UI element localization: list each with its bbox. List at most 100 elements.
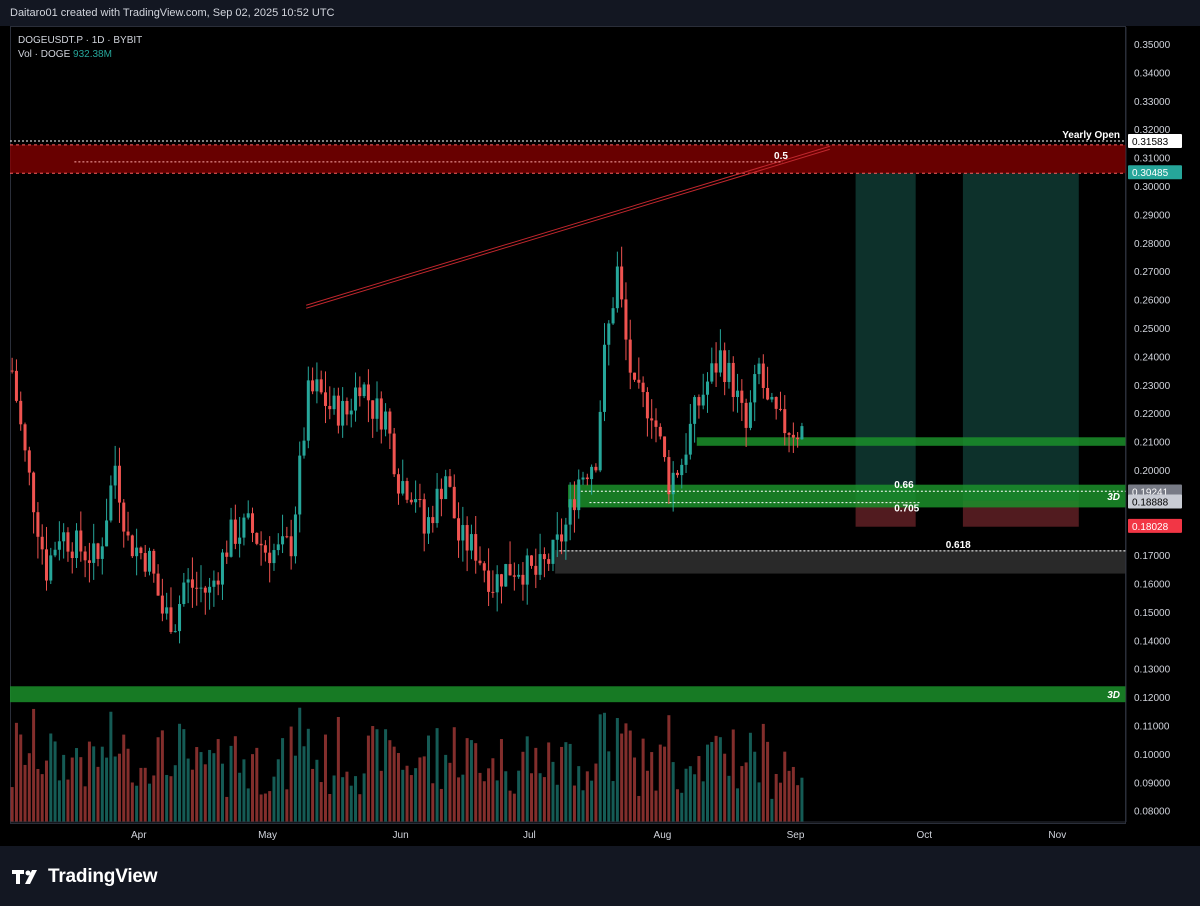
volume-bar bbox=[748, 732, 752, 822]
volume-bar bbox=[53, 741, 57, 822]
price-axis-tick: 0.23000 bbox=[1134, 381, 1171, 392]
volume-legend: Vol · DOGE 932.38M bbox=[18, 48, 142, 62]
volume-bar bbox=[663, 746, 667, 822]
price-axis-tick: 0.11000 bbox=[1134, 721, 1170, 732]
volume-bar bbox=[444, 754, 448, 822]
candle-body bbox=[705, 381, 710, 395]
volume-bar bbox=[152, 775, 156, 822]
candle-body bbox=[225, 552, 229, 557]
volume-bar bbox=[212, 753, 216, 822]
volume-value: 932.38M bbox=[73, 49, 112, 60]
candle-body bbox=[723, 350, 727, 383]
candle-body bbox=[182, 582, 186, 605]
volume-bar bbox=[345, 771, 349, 822]
time-axis-tick: Nov bbox=[1048, 830, 1066, 841]
price-axis-tick: 0.34000 bbox=[1134, 68, 1171, 79]
candle-body bbox=[379, 398, 383, 430]
candle-body bbox=[27, 450, 31, 473]
candle-body bbox=[521, 574, 525, 585]
candle-body bbox=[259, 543, 263, 546]
candle-body bbox=[611, 308, 615, 324]
volume-bar bbox=[216, 739, 220, 822]
candle-body bbox=[332, 395, 336, 410]
volume-bar bbox=[40, 774, 44, 822]
volume-bar bbox=[23, 764, 27, 822]
volume-bar bbox=[555, 784, 559, 822]
candle-body bbox=[83, 551, 87, 561]
candle-body bbox=[251, 513, 255, 533]
level-label: 0.66 bbox=[894, 480, 914, 491]
candle-body bbox=[384, 411, 388, 430]
candle-body bbox=[246, 513, 250, 518]
candle-body bbox=[508, 564, 512, 576]
trendline bbox=[306, 145, 830, 306]
candle-body bbox=[487, 570, 491, 592]
candle-body bbox=[336, 395, 340, 426]
candle-body bbox=[422, 499, 426, 534]
candle-body bbox=[598, 411, 602, 471]
volume-bar bbox=[688, 766, 692, 822]
volume-bar bbox=[10, 787, 14, 822]
volume-bar bbox=[512, 793, 516, 822]
volume-bar bbox=[736, 788, 740, 822]
zone-tag-label: 3D bbox=[1107, 690, 1120, 701]
volume-bar bbox=[27, 753, 31, 822]
volume-bar bbox=[504, 771, 508, 822]
volume-bar bbox=[384, 729, 388, 822]
candle-body bbox=[538, 554, 542, 575]
candle-body bbox=[323, 392, 327, 406]
tradingview-logo[interactable]: TradingView bbox=[12, 866, 158, 888]
volume-bar bbox=[349, 785, 353, 822]
volume-bar bbox=[508, 790, 512, 822]
candle-body bbox=[354, 387, 358, 411]
volume-bar bbox=[761, 723, 765, 822]
candle-body bbox=[418, 499, 422, 501]
candle-body bbox=[401, 481, 405, 494]
volume-bar bbox=[697, 756, 701, 822]
candle-body bbox=[594, 466, 598, 471]
volume-bar bbox=[100, 746, 104, 822]
price-axis-tick: 0.14000 bbox=[1134, 636, 1171, 647]
candle-body bbox=[770, 396, 774, 400]
candle-body bbox=[530, 555, 534, 566]
volume-bar bbox=[418, 757, 422, 822]
volume-bar bbox=[117, 753, 121, 822]
candle-body bbox=[534, 565, 538, 575]
candle-body bbox=[36, 512, 40, 537]
candle-body bbox=[276, 544, 280, 551]
volume-bar bbox=[165, 774, 169, 822]
volume-bar bbox=[448, 762, 452, 822]
volume-bar bbox=[83, 786, 87, 822]
volume-bar bbox=[19, 734, 23, 822]
candle-body bbox=[607, 323, 611, 345]
volume-bar bbox=[203, 764, 207, 822]
zone-demand bbox=[10, 686, 1126, 703]
candle-body bbox=[190, 579, 194, 588]
volume-bar bbox=[182, 729, 186, 822]
candle-body bbox=[787, 433, 791, 435]
candle-body bbox=[452, 486, 456, 519]
candle-body bbox=[87, 560, 91, 563]
volume-bar bbox=[542, 777, 546, 822]
candle-body bbox=[203, 587, 207, 593]
volume-bar bbox=[62, 754, 66, 822]
candle-body bbox=[117, 465, 121, 503]
candle-body bbox=[701, 394, 705, 406]
candle-body bbox=[560, 534, 564, 542]
volume-bar bbox=[675, 789, 679, 822]
volume-bar bbox=[251, 754, 255, 822]
candle-body bbox=[564, 524, 568, 542]
volume-bar bbox=[135, 785, 139, 822]
volume-bar bbox=[624, 723, 628, 822]
time-axis-tick: Jul bbox=[523, 830, 536, 841]
candle-body bbox=[238, 537, 242, 544]
candle-body bbox=[49, 555, 53, 581]
price-tag-label: 0.30485 bbox=[1132, 168, 1169, 179]
candle-body bbox=[465, 525, 469, 551]
volume-bar bbox=[57, 780, 61, 822]
candle-body bbox=[800, 426, 804, 440]
chart-canvas[interactable]: 3D 3D Yearly Open 0.5 0.66 0.705 0.618 0.35000 0… bbox=[0, 0, 1200, 846]
volume-bar bbox=[14, 722, 18, 822]
volume-bar bbox=[229, 745, 233, 822]
zone-tag-label: 3D bbox=[1107, 492, 1120, 503]
